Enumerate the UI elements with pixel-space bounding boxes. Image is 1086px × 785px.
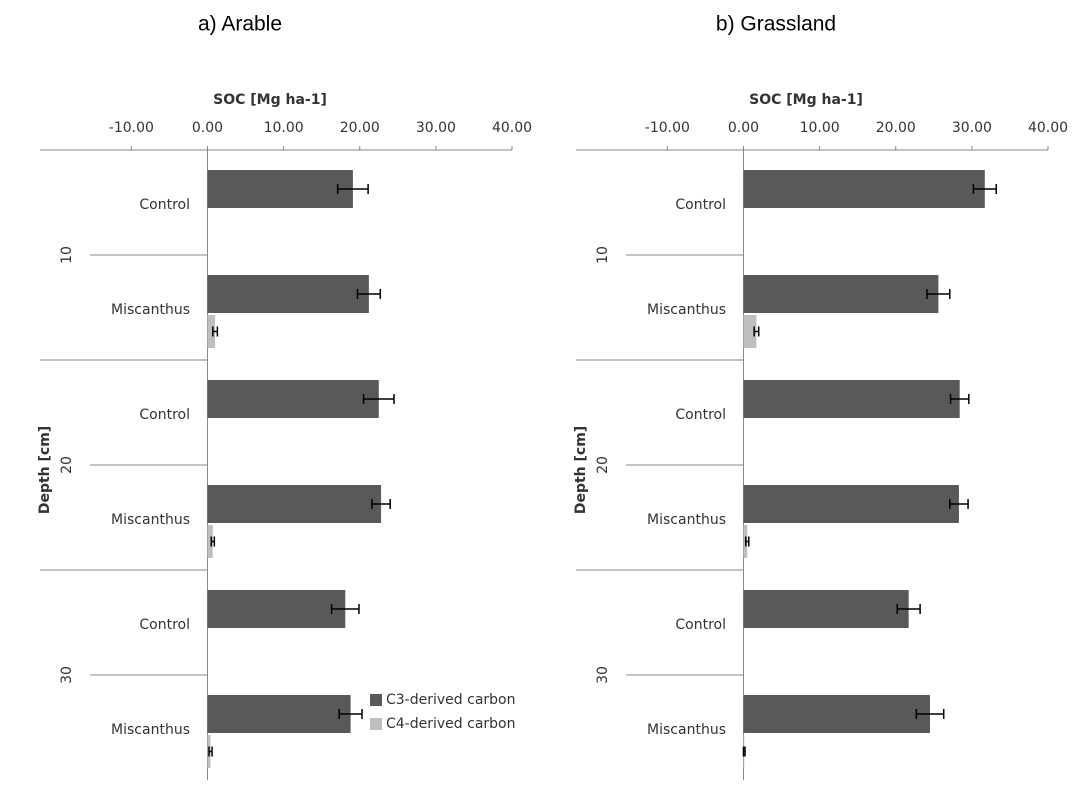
x-tick-label: 30.00 xyxy=(952,120,992,136)
bar xyxy=(743,590,909,628)
x-tick-label: 40.00 xyxy=(492,120,532,136)
error-bar xyxy=(371,499,391,509)
error-bar xyxy=(926,289,951,299)
error-bar xyxy=(745,536,750,547)
bar xyxy=(743,485,959,523)
bar xyxy=(207,525,213,558)
category-label: Control xyxy=(675,407,726,423)
x-tick-label: 0.00 xyxy=(192,120,223,136)
group-label: 20 xyxy=(59,456,75,474)
x-tick-label: -10.00 xyxy=(109,120,154,136)
x-tick-label: 20.00 xyxy=(876,120,916,136)
bar xyxy=(743,315,757,348)
bar xyxy=(207,485,382,523)
bar xyxy=(743,275,939,313)
error-bar xyxy=(949,394,970,404)
error-bar xyxy=(336,184,369,194)
category-label: Control xyxy=(675,617,726,633)
category-label: Miscanthus xyxy=(647,722,726,738)
bar xyxy=(207,275,369,313)
y-axis-title: Depth [cm] xyxy=(37,426,53,514)
error-bar xyxy=(210,536,216,547)
error-bar xyxy=(896,604,921,614)
category-label: Miscanthus xyxy=(647,512,726,528)
bar xyxy=(743,695,930,733)
error-bar xyxy=(949,499,969,509)
category-label: Control xyxy=(675,197,726,213)
error-bar xyxy=(208,746,213,757)
bar xyxy=(743,380,960,418)
bar xyxy=(207,695,351,733)
x-axis-title: SOC [Mg ha-1] xyxy=(213,92,327,108)
group-label: 30 xyxy=(595,666,611,684)
category-label: Miscanthus xyxy=(111,512,190,528)
bar xyxy=(743,170,985,208)
legend-label: C4-derived carbon xyxy=(386,716,515,732)
error-bar xyxy=(330,604,360,614)
error-bar xyxy=(362,394,395,404)
category-label: Miscanthus xyxy=(111,302,190,318)
error-bar xyxy=(356,289,382,299)
error-bar xyxy=(212,326,219,337)
x-tick-label: 10.00 xyxy=(800,120,840,136)
error-bar xyxy=(915,709,945,719)
category-label: Control xyxy=(139,617,190,633)
x-tick-label: 20.00 xyxy=(340,120,380,136)
bar xyxy=(207,170,353,208)
x-tick-label: 0.00 xyxy=(728,120,759,136)
legend-swatch xyxy=(370,694,382,706)
group-label: 10 xyxy=(595,246,611,264)
bar xyxy=(207,380,379,418)
category-label: Miscanthus xyxy=(111,722,190,738)
x-tick-label: 40.00 xyxy=(1028,120,1068,136)
legend-swatch xyxy=(370,718,382,730)
panel-title: b) Grassland xyxy=(716,13,836,36)
x-tick-label: 10.00 xyxy=(264,120,304,136)
error-bar xyxy=(753,326,760,337)
y-axis-title: Depth [cm] xyxy=(573,426,589,514)
x-axis-title: SOC [Mg ha-1] xyxy=(749,92,863,108)
category-label: Miscanthus xyxy=(647,302,726,318)
panel-title: a) Arable xyxy=(198,13,282,36)
error-bar xyxy=(742,746,746,757)
category-label: Control xyxy=(139,197,190,213)
x-tick-label: -10.00 xyxy=(645,120,690,136)
bar xyxy=(207,315,216,348)
group-label: 10 xyxy=(59,246,75,264)
group-label: 20 xyxy=(595,456,611,474)
group-label: 30 xyxy=(59,666,75,684)
legend-label: C3-derived carbon xyxy=(386,692,515,708)
error-bar xyxy=(338,709,363,719)
x-tick-label: 30.00 xyxy=(416,120,456,136)
error-bar xyxy=(972,184,997,194)
category-label: Control xyxy=(139,407,190,423)
bar xyxy=(207,590,346,628)
